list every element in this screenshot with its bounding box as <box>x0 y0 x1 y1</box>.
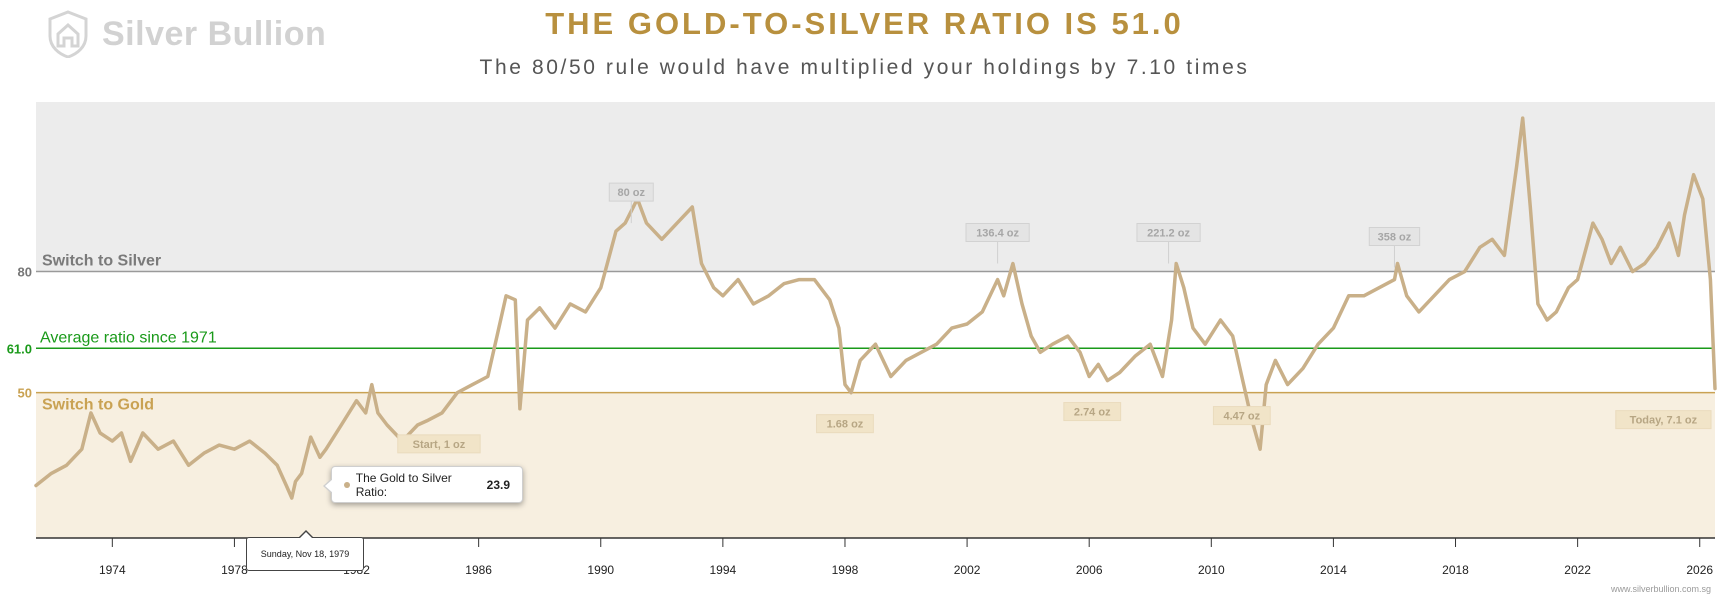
tooltip-value: 23.9 <box>486 477 510 492</box>
annotation-label: 136.4 oz <box>976 227 1019 239</box>
annotation-label: 80 oz <box>618 187 646 199</box>
series-marker <box>344 481 350 488</box>
annotation-label: 4.47 oz <box>1223 411 1260 423</box>
annotation-box <box>1212 406 1271 426</box>
switch-to-gold-label: Switch to Gold <box>42 397 154 414</box>
x-tick-label: 1974 <box>99 563 126 577</box>
x-tick-label: 2010 <box>1198 563 1225 577</box>
chart-title: THE GOLD-TO-SILVER RATIO IS 51.0 <box>545 6 1184 41</box>
x-tick-label: 1994 <box>710 563 737 577</box>
annotation-label: Start, 1 oz <box>413 439 466 451</box>
x-tick-label: 1978 <box>221 563 248 577</box>
x-tick-label: 1998 <box>832 563 859 577</box>
annotation-box <box>608 182 654 202</box>
credit-text[interactable]: www.silverbullion.com.sg <box>1610 584 1711 594</box>
shield-house-icon <box>48 10 88 58</box>
x-tick-label: 2014 <box>1320 563 1347 577</box>
tooltip-label: The Gold to Silver Ratio: <box>355 470 452 499</box>
annotation-box <box>816 414 874 434</box>
date-crosshair-label: Sunday, Nov 18, 1979 <box>246 530 364 571</box>
brand-name: Silver Bullion <box>102 14 327 53</box>
gold-zone-band <box>36 392 1715 538</box>
y-tick-label: 50 <box>18 386 32 401</box>
annotation-label: Today, 7.1 oz <box>1630 415 1698 427</box>
switch-to-silver-label: Switch to Silver <box>42 253 161 270</box>
brand-logo: Silver Bullion <box>48 10 326 58</box>
x-tick-label: 1986 <box>465 563 492 577</box>
x-tick-label: 2002 <box>954 563 981 577</box>
x-tick-label: 1990 <box>587 563 614 577</box>
annotation-box <box>397 434 481 454</box>
x-tick-label: 2022 <box>1564 563 1591 577</box>
y-tick-label: 61.0 <box>7 341 32 356</box>
average-ratio-label: Average ratio since 1971 <box>40 329 217 346</box>
annotation-label: 358 oz <box>1378 232 1412 244</box>
annotation-label: 2.74 oz <box>1074 407 1111 419</box>
annotation-box <box>1615 410 1712 430</box>
x-tick-label: 2006 <box>1076 563 1103 577</box>
y-tick-label: 80 <box>18 265 32 280</box>
annotation-box <box>965 222 1030 242</box>
ratio-series-line[interactable] <box>34 116 1717 500</box>
annotation-box <box>1136 222 1201 242</box>
x-tick-label: 2018 <box>1442 563 1469 577</box>
x-tick-label: 2026 <box>1686 563 1713 577</box>
annotation-box <box>1368 227 1421 247</box>
silver-zone-band <box>36 102 1715 272</box>
annotation-label: 221.2 oz <box>1147 227 1190 239</box>
annotation-box <box>1063 402 1122 422</box>
annotation-label: 1.68 oz <box>827 419 864 431</box>
chart-subtitle: The 80/50 rule would have multiplied you… <box>479 56 1250 79</box>
data-tooltip: The Gold to Silver Ratio: 23.9 <box>323 466 523 503</box>
